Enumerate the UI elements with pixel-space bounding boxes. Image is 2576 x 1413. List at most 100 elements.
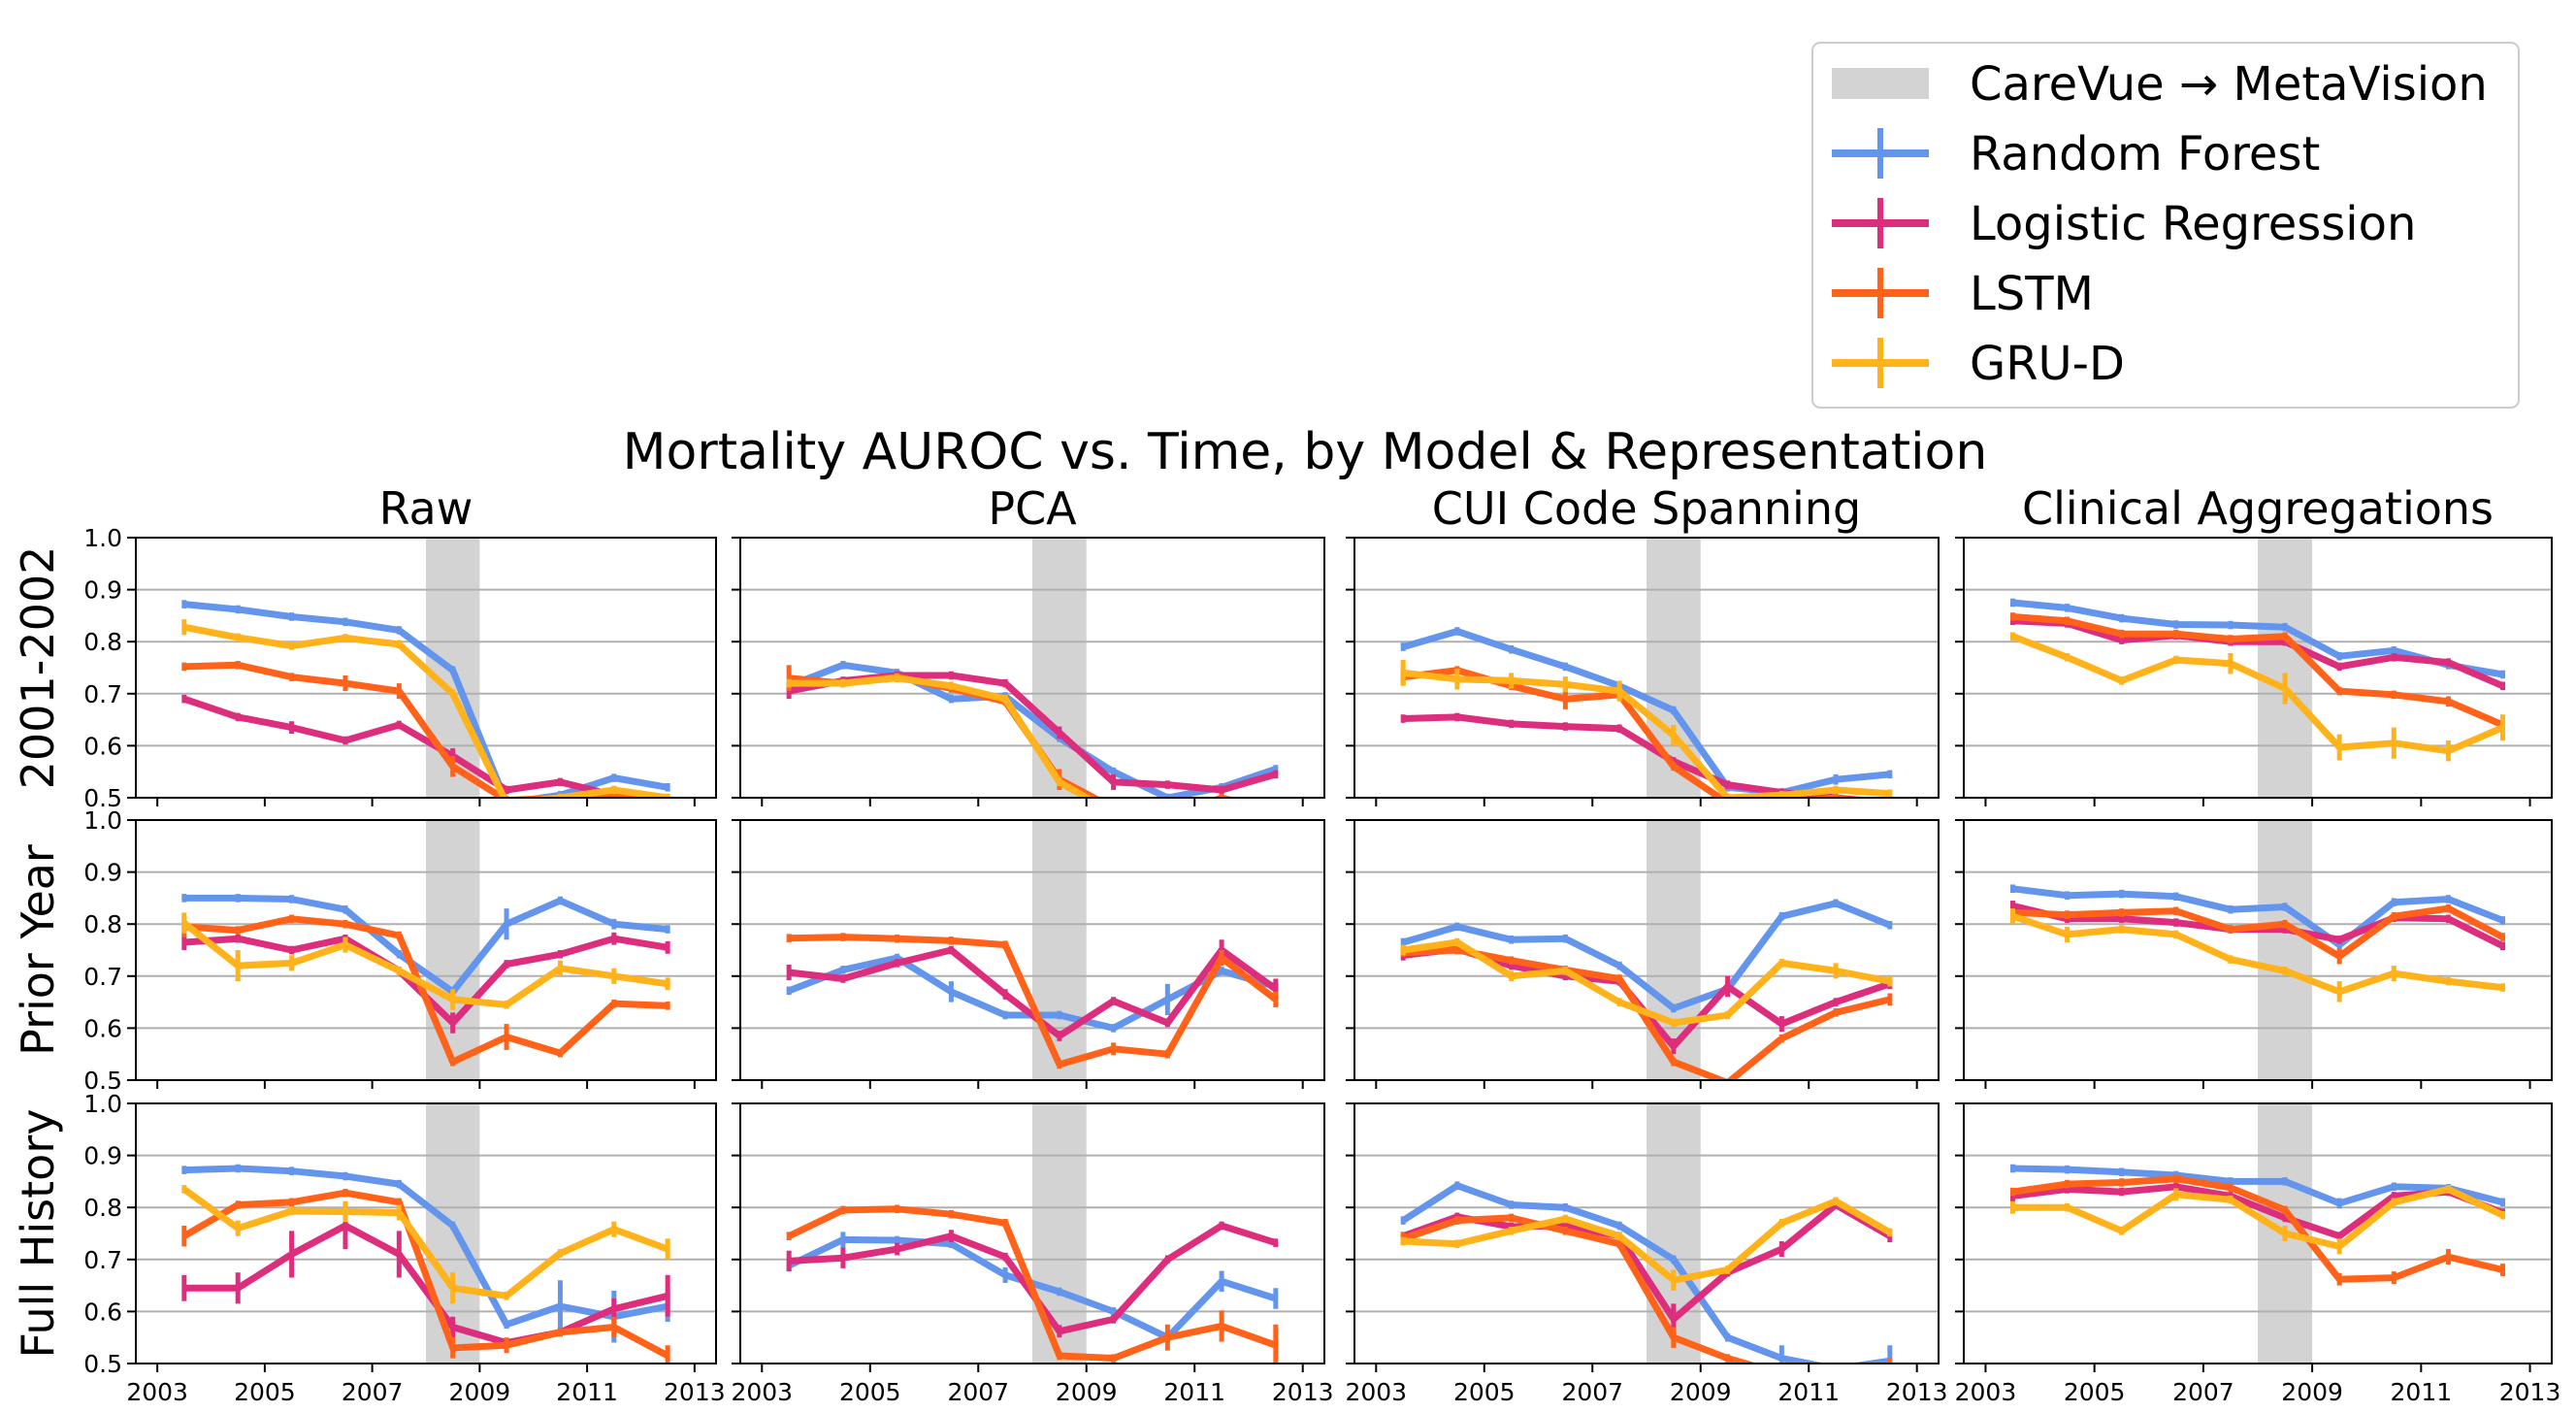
series-line-random-forest (183, 894, 668, 996)
panel-r2-c0: 0.5 0.6 0.7 0.8 0.9 1.0 2003 2005 2007 2009 2011 20… (83, 1090, 725, 1406)
series-line-lstm (1402, 1214, 1758, 1364)
series-group (181, 600, 670, 798)
series-line-lstm (2012, 1175, 2504, 1283)
series-group (181, 894, 670, 1067)
x-tick-label: 2011 (1163, 1378, 1225, 1406)
series-group (2010, 884, 2505, 1002)
panel-r2-c2: 2003 2005 2007 2009 2011 2013 (1345, 1102, 1948, 1406)
panel-frame (739, 537, 1325, 799)
x-tick-label: 2005 (839, 1378, 901, 1406)
x-tick-label: 2009 (449, 1378, 511, 1406)
series-line-gru-d (181, 920, 668, 1008)
panel-frame (1353, 1102, 1940, 1364)
panel-r2-c3: 2003 2005 2007 2009 2011 2013 (1955, 1102, 2561, 1406)
series-group (2010, 1164, 2505, 1286)
x-tick-label: 2013 (2499, 1378, 2561, 1406)
x-tick-label: 2005 (2064, 1378, 2126, 1406)
panel-frame (1963, 819, 2553, 1081)
panel-frame (739, 819, 1325, 1081)
series-line-lstm (2012, 613, 2504, 729)
series-line-lstm (183, 915, 668, 1066)
series-line-gru-d (1402, 938, 1891, 1027)
panel-r1-c2 (1346, 819, 1940, 1089)
y-tick-label: 0.9 (83, 859, 122, 887)
y-tick-label: 0.7 (83, 963, 122, 991)
x-tick-label: 2005 (234, 1378, 296, 1406)
x-tick-label: 2013 (664, 1378, 726, 1406)
y-tick-label: 0.6 (83, 1298, 122, 1326)
y-tick-label: 0.6 (83, 1014, 122, 1042)
y-tick-label: 0.5 (83, 784, 122, 812)
y-tick-label: 0.9 (83, 576, 122, 605)
series-line-lstm (789, 934, 1278, 1068)
series-line-gru-d (183, 623, 668, 798)
row-label: 2001-2002 (12, 546, 64, 790)
column-title: Clinical Aggregations (2022, 482, 2494, 535)
x-tick-label: 2003 (126, 1378, 188, 1406)
panel-frame (1963, 537, 2553, 799)
series-group (786, 661, 1279, 798)
carevue-metavision-span (2258, 538, 2313, 798)
x-tick-label: 2009 (1670, 1378, 1732, 1406)
legend-label: Random Forest (1970, 127, 2320, 181)
row-label: Full History (12, 1109, 64, 1359)
carevue-metavision-span (2258, 820, 2313, 1080)
y-tick-label: 0.8 (83, 1194, 122, 1222)
series-line-gru-d (2011, 912, 2503, 996)
series-line-logistic-regression (183, 1222, 669, 1347)
y-tick-label: 1.0 (83, 524, 122, 552)
panel-frame (135, 537, 717, 799)
y-tick-label: 0.8 (83, 628, 122, 656)
series-line-logistic-regression (2012, 617, 2504, 690)
x-tick-label: 2007 (1561, 1378, 1623, 1406)
y-tick-label: 0.7 (83, 680, 122, 708)
legend-label: CareVue → MetaVision (1970, 57, 2488, 112)
y-tick-label: 0.8 (83, 910, 122, 938)
x-tick-label: 2003 (1955, 1378, 2017, 1406)
panel-grid: 0.50.60.70.80.91.00.50.60.70.80.91.00.50… (12, 482, 2560, 1406)
x-tick-label: 2003 (731, 1378, 793, 1406)
series-line-gru-d (789, 674, 1093, 798)
legend-label: Logistic Regression (1970, 197, 2416, 251)
series-line-lstm (2012, 904, 2505, 960)
series-line-random-forest (787, 661, 1277, 798)
x-tick-label: 2013 (1886, 1378, 1948, 1406)
x-tick-label: 2007 (947, 1378, 1009, 1406)
y-tick-label: 0.7 (83, 1246, 122, 1274)
panel-r0-c3 (1955, 537, 2553, 806)
x-tick-label: 2009 (2281, 1378, 2343, 1406)
series-line-random-forest (1402, 900, 1892, 1012)
chart-title: Mortality AUROC vs. Time, by Model & Rep… (623, 423, 1988, 481)
series-line-random-forest (183, 1165, 668, 1329)
y-tick-label: 0.6 (83, 732, 122, 760)
series-line-logistic-regression (788, 946, 1278, 1039)
x-tick-label: 2007 (2172, 1378, 2234, 1406)
series-line-gru-d (1402, 669, 1891, 798)
panel-r0-c2 (1346, 537, 1940, 806)
panel-r0-c0: 0.5 0.6 0.7 0.8 0.9 1.0 (83, 524, 717, 812)
x-tick-label: 2007 (342, 1378, 404, 1406)
panel-frame (135, 1102, 717, 1364)
x-tick-label: 2011 (556, 1378, 618, 1406)
y-tick-label: 1.0 (83, 1090, 122, 1118)
carevue-metavision-span (426, 820, 480, 1080)
x-tick-label: 2009 (1056, 1378, 1118, 1406)
series-group (2010, 598, 2505, 762)
column-title: Raw (379, 482, 473, 535)
panel-r0-c1 (732, 537, 1325, 806)
panel-frame (1353, 819, 1940, 1081)
x-tick-label: 2003 (1345, 1378, 1407, 1406)
series-group (786, 933, 1279, 1069)
legend-label: LSTM (1970, 267, 2094, 321)
series-line-lstm (182, 1189, 669, 1360)
series-line-random-forest (1401, 1182, 1891, 1364)
row-label: Prior Year (12, 844, 64, 1056)
series-group (181, 1164, 670, 1364)
column-title: CUI Code Spanning (1432, 482, 1861, 535)
series-line-random-forest (2012, 885, 2504, 949)
legend: CareVue → MetaVision Random Forest Logisti… (1811, 42, 2520, 409)
panel-frame (1963, 1102, 2553, 1364)
legend-swatch-shaded (1832, 68, 1929, 99)
legend-box (1811, 42, 2520, 409)
series-group (1400, 1181, 1893, 1364)
